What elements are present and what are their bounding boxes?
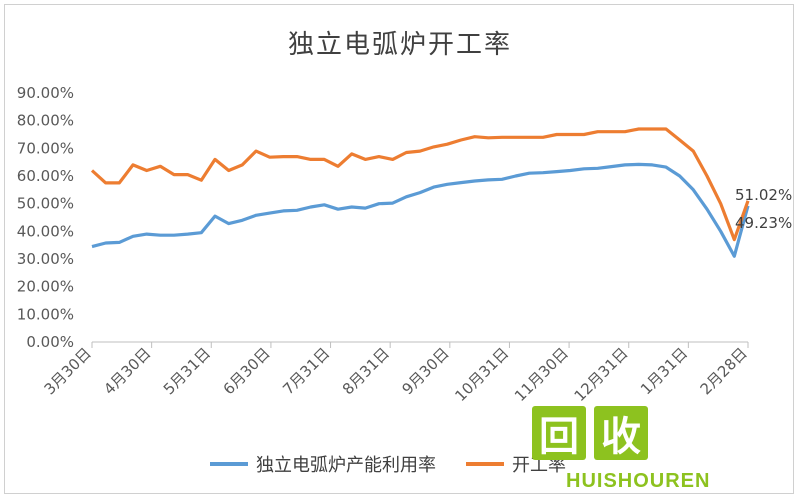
x-tick-label: 3月30日 (41, 344, 95, 398)
y-tick-label: 90.00% (17, 84, 74, 102)
y-tick-label: 30.00% (17, 250, 74, 268)
x-axis-ticks (91, 342, 749, 348)
legend-label-capacity: 独立电弧炉产能利用率 (256, 455, 436, 476)
x-tick-label: 4月30日 (100, 344, 154, 398)
y-tick-label: 80.00% (17, 112, 74, 130)
y-tick-label: 10.00% (17, 305, 74, 323)
capacity-utilization-line (91, 162, 750, 258)
y-tick-label: 60.00% (17, 167, 74, 185)
y-axis-labels: 0.00% 10.00% 20.00% 30.00% 40.00% 50.00% 60.00… (17, 84, 74, 351)
legend-swatch-capacity (210, 462, 248, 466)
x-tick-label: 9月30日 (398, 344, 452, 398)
legend-label-operating: 开工率 (512, 455, 566, 476)
legend-item-operating: 开工率 (466, 451, 566, 477)
data-labels: 51.02% 49.23% (735, 186, 792, 232)
watermark-logo: 回 收 HUISHOUREN (532, 398, 722, 498)
chart-frame (4, 4, 794, 494)
x-tick-label: 8月31日 (339, 344, 393, 398)
x-tick-label: 6月30日 (220, 344, 274, 398)
y-tick-label: 40.00% (17, 222, 74, 240)
data-label-operating: 51.02% (735, 186, 792, 204)
x-tick-label: 5月31日 (160, 344, 214, 398)
x-tick-label: 1月31日 (637, 344, 691, 398)
y-tick-label: 70.00% (17, 139, 74, 157)
series-lines (90, 127, 750, 258)
operating-rate-line (90, 127, 750, 242)
x-tick-label: 2月28日 (697, 344, 751, 398)
watermark-text: HUISHOUREN (566, 470, 711, 492)
y-tick-label: 0.00% (26, 333, 74, 351)
watermark-glyph-1: 回 (532, 406, 586, 460)
x-tick-label: 11月30日 (511, 344, 572, 405)
watermark-glyph-2: 收 (594, 406, 648, 460)
y-tick-label: 50.00% (17, 195, 74, 213)
x-tick-label: 10月31日 (451, 344, 512, 405)
legend-swatch-operating (466, 462, 504, 466)
legend: 独立电弧炉产能利用率 开工率 (210, 452, 596, 476)
x-tick-label: 12月31日 (571, 344, 632, 405)
x-tick-label: 7月31日 (279, 344, 333, 398)
chart-title: 独立电弧炉开工率 (287, 30, 512, 60)
legend-item-capacity: 独立电弧炉产能利用率 (210, 451, 436, 477)
data-label-capacity: 49.23% (735, 214, 792, 232)
x-axis-labels: 3月30日 4月30日 5月31日 6月30日 7月31日 8月31日 9月30日10月31… (41, 344, 751, 405)
y-tick-label: 20.00% (17, 278, 74, 296)
